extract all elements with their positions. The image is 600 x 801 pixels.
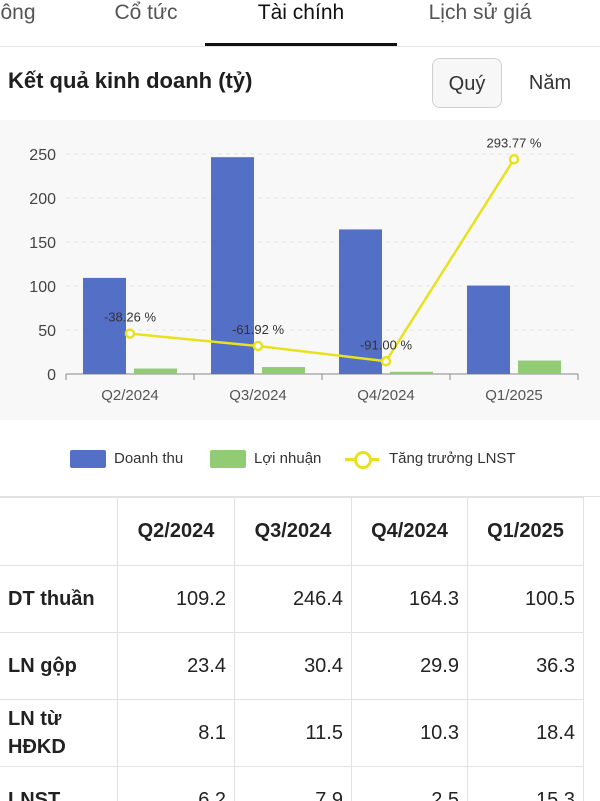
tab-dividends[interactable]: Cổ tức: [92, 0, 200, 44]
tab-price-history[interactable]: Lịch sử giá: [400, 0, 560, 44]
y-tick-label: 150: [29, 235, 56, 252]
legend-item-profit[interactable]: Lợi nhuận: [210, 448, 321, 470]
table-cell: 8.1: [118, 700, 235, 767]
bar-profit: [390, 372, 433, 374]
table-cell: 15.3: [468, 767, 584, 801]
y-tick-label: 200: [29, 191, 56, 208]
table-cell: 23.4: [118, 633, 235, 700]
row-label: LN gộp: [0, 633, 118, 700]
legend-item-growth[interactable]: Tăng trưởng LNST: [345, 448, 516, 470]
financial-table: Q2/2024 Q3/2024 Q4/2024 Q1/2025 DT thuần…: [0, 497, 584, 801]
y-tick-label: 0: [47, 367, 56, 384]
growth-data-label: -38.26 %: [104, 310, 156, 325]
revenue-swatch-icon: [70, 450, 106, 468]
table-cell: 246.4: [235, 566, 352, 633]
y-tick-label: 250: [29, 147, 56, 164]
table-header-cell: Q1/2025: [468, 498, 584, 566]
x-tick-label: Q4/2024: [357, 387, 415, 404]
bar-revenue: [467, 286, 510, 374]
table-cell: 6.2: [118, 767, 235, 801]
row-label: LNST: [0, 767, 118, 801]
growth-point: [382, 357, 390, 365]
table-cell: 2.5: [352, 767, 468, 801]
business-results-chart: 0 50 100 150 200 250 Q2/2024 Q3/2024 Q4/2024 Q1/2…: [0, 120, 600, 420]
bar-profit: [262, 367, 305, 374]
table-header-corner: [0, 498, 118, 566]
tab-overview[interactable]: ông: [0, 0, 40, 44]
table-cell: 36.3: [468, 633, 584, 700]
growth-line: [130, 159, 514, 361]
table-cell: 18.4: [468, 700, 584, 767]
bar-profit: [134, 369, 177, 374]
table-cell: 11.5: [235, 700, 352, 767]
growth-data-label: -91.00 %: [360, 337, 412, 352]
legend-item-revenue[interactable]: Doanh thu: [70, 448, 183, 470]
bar-profit: [518, 361, 561, 374]
growth-point: [126, 330, 134, 338]
year-toggle-button[interactable]: Năm: [515, 58, 585, 108]
table-row: LN gộp 23.4 30.4 29.9 36.3: [0, 633, 584, 700]
table-cell: 109.2: [118, 566, 235, 633]
growth-point: [510, 155, 518, 163]
legend-label-profit: Lợi nhuận: [254, 450, 321, 467]
legend-label-growth: Tăng trưởng LNST: [389, 450, 516, 467]
table-row: LNST 6.2 7.9 2.5 15.3: [0, 767, 584, 801]
table-cell: 30.4: [235, 633, 352, 700]
row-label: DT thuần: [0, 566, 118, 633]
table-row: DT thuần 109.2 246.4 164.3 100.5: [0, 566, 584, 633]
profit-swatch-icon: [210, 450, 246, 468]
table-cell: 29.9: [352, 633, 468, 700]
table-row: LN từ HĐKD 8.1 11.5 10.3 18.4: [0, 700, 584, 767]
table-header-row: Q2/2024 Q3/2024 Q4/2024 Q1/2025: [0, 498, 584, 566]
top-tab-bar: ông Cổ tức Tài chính Lịch sử giá: [0, 0, 600, 47]
x-tick-label: Q2/2024: [101, 387, 159, 404]
tab-financials[interactable]: Tài chính: [205, 0, 397, 44]
legend-label-revenue: Doanh thu: [114, 450, 183, 467]
table-header-cell: Q2/2024: [118, 498, 235, 566]
table-cell: 164.3: [352, 566, 468, 633]
table-header-cell: Q3/2024: [235, 498, 352, 566]
active-tab-indicator: [205, 43, 397, 46]
row-label: LN từ HĐKD: [0, 700, 118, 767]
y-tick-label: 50: [38, 323, 56, 340]
y-tick-label: 100: [29, 279, 56, 296]
growth-data-label: 293.77 %: [487, 135, 542, 150]
growth-point: [254, 342, 262, 350]
table-cell: 7.9: [235, 767, 352, 801]
growth-data-label: -61.92 %: [232, 322, 284, 337]
table-cell: 10.3: [352, 700, 468, 767]
table-header-cell: Q4/2024: [352, 498, 468, 566]
bar-revenue: [339, 229, 382, 374]
section-title: Kết quả kinh doanh (tỷ): [8, 68, 252, 94]
chart-legend: Doanh thu Lợi nhuận Tăng trưởng LNST: [0, 432, 600, 484]
bar-revenue: [83, 278, 126, 374]
growth-line-icon: [345, 450, 379, 468]
x-tick-label: Q1/2025: [485, 387, 543, 404]
x-tick-label: Q3/2024: [229, 387, 287, 404]
quarter-toggle-button[interactable]: Quý: [432, 58, 502, 108]
table-cell: 100.5: [468, 566, 584, 633]
financial-table-container: Q2/2024 Q3/2024 Q4/2024 Q1/2025 DT thuần…: [0, 496, 600, 801]
chart-svg: 0 50 100 150 200 250 Q2/2024 Q3/2024 Q4/2024 Q1/2…: [0, 120, 600, 420]
